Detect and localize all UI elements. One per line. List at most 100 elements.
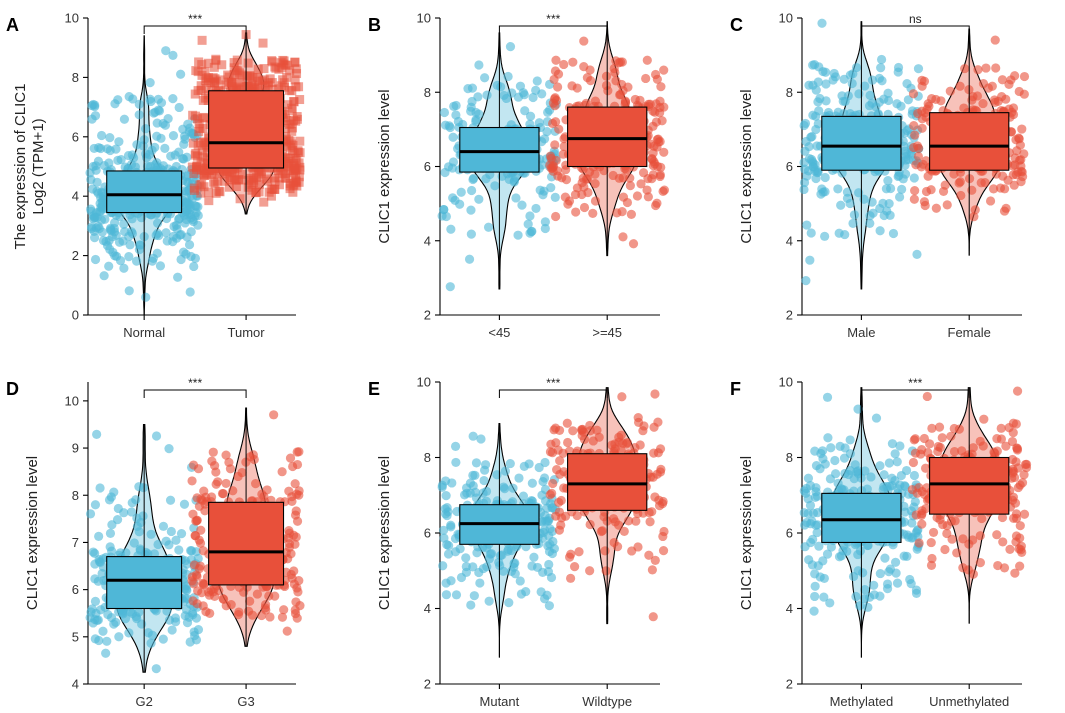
data-point bbox=[455, 199, 465, 209]
data-point bbox=[909, 121, 919, 131]
data-point bbox=[146, 529, 156, 539]
data-point bbox=[991, 169, 1001, 179]
data-point bbox=[550, 140, 560, 150]
data-point bbox=[540, 134, 550, 144]
data-point bbox=[124, 252, 134, 262]
significance-bracket bbox=[143, 389, 247, 398]
data-point bbox=[559, 59, 569, 70]
data-point bbox=[284, 486, 294, 496]
data-point bbox=[998, 537, 1008, 547]
data-point bbox=[176, 528, 187, 539]
data-point bbox=[653, 448, 663, 458]
data-point bbox=[516, 589, 527, 599]
data-point bbox=[270, 62, 280, 72]
data-point bbox=[988, 184, 999, 194]
data-point bbox=[550, 192, 560, 202]
x-tick-label: Tumor bbox=[228, 325, 266, 340]
data-point bbox=[500, 466, 510, 476]
data-point bbox=[802, 517, 812, 528]
data-point bbox=[917, 106, 927, 116]
data-point bbox=[814, 541, 824, 551]
data-point bbox=[113, 503, 123, 514]
data-point bbox=[893, 171, 903, 182]
data-point bbox=[572, 83, 582, 93]
data-point bbox=[134, 482, 144, 492]
data-point bbox=[132, 521, 143, 531]
data-point bbox=[515, 576, 525, 586]
y-axis-label: CLIC1 expression level bbox=[24, 456, 41, 610]
data-point bbox=[531, 85, 541, 95]
data-point bbox=[287, 496, 297, 506]
data-point bbox=[902, 78, 912, 89]
data-point bbox=[260, 600, 271, 610]
data-point bbox=[561, 175, 572, 185]
data-point bbox=[956, 190, 966, 201]
data-point bbox=[919, 433, 929, 444]
data-point bbox=[94, 531, 104, 541]
data-point bbox=[813, 561, 823, 571]
box-Normal bbox=[106, 170, 183, 214]
data-point bbox=[103, 609, 113, 620]
data-point bbox=[228, 486, 238, 496]
data-point bbox=[162, 236, 172, 246]
data-point bbox=[654, 501, 665, 511]
data-point bbox=[821, 79, 831, 89]
data-point bbox=[295, 148, 305, 158]
data-point bbox=[801, 136, 811, 147]
data-point bbox=[202, 147, 212, 157]
data-point bbox=[218, 593, 228, 604]
data-point bbox=[649, 422, 659, 432]
data-point bbox=[151, 230, 161, 240]
data-point bbox=[534, 462, 544, 473]
data-point bbox=[822, 549, 833, 559]
data-point bbox=[803, 473, 814, 483]
data-point bbox=[480, 460, 491, 470]
data-point bbox=[991, 63, 1001, 73]
data-point bbox=[908, 89, 919, 99]
data-point bbox=[545, 447, 556, 457]
data-point bbox=[138, 511, 148, 521]
data-point bbox=[468, 431, 478, 441]
significance-label: *** bbox=[188, 12, 202, 26]
data-point bbox=[439, 107, 450, 118]
data-point bbox=[115, 256, 126, 266]
data-point bbox=[635, 440, 645, 450]
data-point bbox=[644, 550, 654, 560]
data-point bbox=[899, 501, 909, 511]
data-point bbox=[480, 73, 490, 83]
data-point bbox=[291, 178, 301, 188]
data-point bbox=[124, 92, 134, 102]
data-point bbox=[127, 507, 137, 517]
data-point bbox=[632, 191, 643, 201]
data-point bbox=[868, 208, 878, 218]
data-point bbox=[882, 579, 893, 589]
data-point bbox=[203, 587, 214, 597]
data-point bbox=[291, 170, 301, 180]
data-point bbox=[921, 186, 932, 197]
panel-letter: C bbox=[730, 15, 743, 35]
y-tick-label: 7 bbox=[72, 535, 79, 550]
data-point bbox=[817, 18, 827, 28]
data-point bbox=[471, 115, 481, 125]
data-point bbox=[554, 124, 564, 134]
data-point bbox=[590, 96, 600, 106]
data-point bbox=[879, 470, 889, 480]
data-point bbox=[881, 184, 892, 194]
data-point bbox=[203, 73, 213, 83]
data-point bbox=[292, 69, 302, 79]
data-point bbox=[525, 111, 536, 121]
data-point bbox=[967, 449, 977, 459]
panel-letter: B bbox=[368, 15, 381, 35]
data-point bbox=[188, 138, 198, 148]
data-point bbox=[93, 156, 104, 166]
data-point bbox=[995, 183, 1006, 193]
data-point bbox=[547, 548, 558, 559]
x-tick-label: G3 bbox=[237, 694, 254, 709]
data-point bbox=[134, 99, 144, 109]
data-point bbox=[997, 75, 1008, 85]
data-point bbox=[853, 404, 863, 414]
data-point bbox=[1014, 133, 1024, 143]
data-point bbox=[895, 480, 905, 490]
data-point bbox=[185, 123, 195, 133]
data-point bbox=[466, 600, 476, 610]
